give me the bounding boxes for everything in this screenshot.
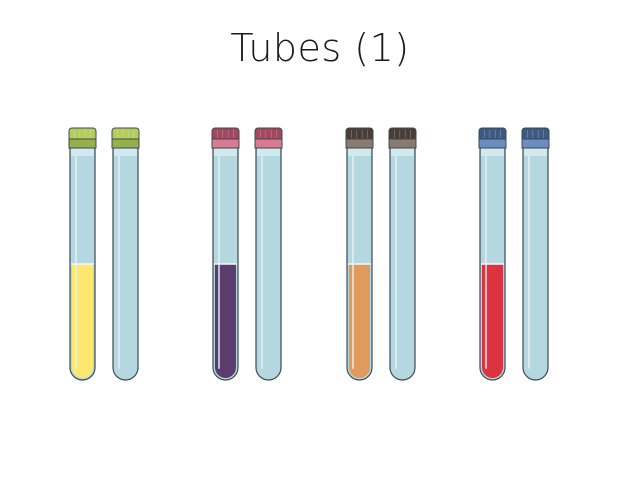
tube-band	[524, 148, 547, 156]
cap-band	[68, 138, 97, 149]
tube-liquid	[72, 264, 93, 378]
tube-layer	[68, 127, 550, 381]
tube-band	[71, 148, 94, 156]
cap-band	[388, 138, 417, 149]
empty-tube	[388, 127, 417, 381]
cap-band	[345, 138, 374, 149]
brown-cap-pair	[345, 127, 417, 381]
empty-tube	[111, 127, 140, 381]
green-cap-pair	[68, 127, 140, 381]
slide-title: Tubes (1)	[230, 26, 410, 70]
tube-liquid	[215, 264, 236, 378]
filled-tube	[345, 127, 374, 381]
empty-tube	[254, 127, 283, 381]
cap-band	[521, 138, 550, 149]
tube-glass	[389, 147, 416, 381]
empty-tube	[521, 127, 550, 381]
filled-tube	[478, 127, 507, 381]
blue-cap-pair	[478, 127, 550, 381]
tube-band	[481, 148, 504, 156]
tube-liquid	[482, 264, 503, 378]
tube-band	[257, 148, 280, 156]
tube-glass	[522, 147, 549, 381]
cap-band	[478, 138, 507, 149]
tube-band	[391, 148, 414, 156]
tube-band	[214, 148, 237, 156]
pink-cap-pair	[211, 127, 283, 381]
filled-tube	[211, 127, 240, 381]
filled-tube	[68, 127, 97, 381]
tube-liquid	[349, 264, 370, 378]
tube-glass	[112, 147, 139, 381]
cap-band	[211, 138, 240, 149]
tube-glass	[255, 147, 282, 381]
tube-band	[348, 148, 371, 156]
cap-band	[254, 138, 283, 149]
cap-band	[111, 138, 140, 149]
tube-band	[114, 148, 137, 156]
